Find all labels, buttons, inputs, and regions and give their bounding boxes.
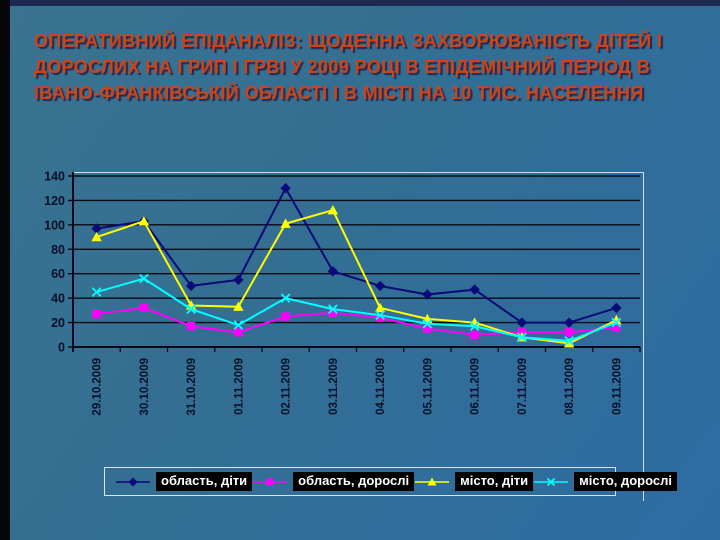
svg-text:80: 80: [51, 243, 65, 257]
slide-title-line-3: ІВАНО-ФРАНКІВСЬКІЙ ОБЛАСТІ І В МІСТІ НА …: [34, 83, 644, 103]
svg-text:60: 60: [51, 267, 65, 281]
legend-item-oblast-dorosli: область, дорослі: [252, 472, 415, 491]
yellow-triangle-line-icon: [415, 477, 450, 485]
svg-text:09.11.2009: 09.11.2009: [611, 358, 623, 415]
svg-text:01.11.2009: 01.11.2009: [233, 358, 245, 415]
slide-top-border: [0, 0, 720, 6]
svg-text:30.10.2009: 30.10.2009: [139, 358, 151, 416]
legend-label: область, діти: [156, 472, 253, 491]
navy-diamond-line-icon: [116, 477, 150, 486]
legend-label: область, дорослі: [293, 472, 415, 491]
cyan-x-line-icon: [534, 477, 569, 486]
svg-text:07.11.2009: 07.11.2009: [517, 358, 529, 415]
svg-text:140: 140: [44, 170, 65, 184]
slide-title: ОПЕРАТИВНИЙ ЕПІДАНАЛІЗ: ЩОДЕННА ЗАХВОРЮВ…: [34, 28, 700, 106]
svg-text:31.10.2009: 31.10.2009: [186, 358, 198, 416]
chart-legend: область, діти область, дорослі місто, ді…: [104, 467, 677, 496]
svg-text:100: 100: [44, 218, 65, 232]
svg-text:02.11.2009: 02.11.2009: [281, 358, 293, 415]
slide-left-border: [0, 0, 10, 540]
chart-object-frame: [72, 172, 644, 501]
epidemic-line-chart: 0 20 40 60 80 100 120 140 29.10.2009 30.10.2009 31…: [44, 170, 641, 416]
svg-text:08.11.2009: 08.11.2009: [564, 358, 576, 415]
svg-text:40: 40: [51, 292, 65, 306]
slide-title-line-2: ДОРОСЛИХ НА ГРИП І ГРВІ У 2009 РОЦІ В ЕП…: [34, 57, 651, 77]
slide-title-line-1: ОПЕРАТИВНИЙ ЕПІДАНАЛІЗ: ЩОДЕННА ЗАХВОРЮВ…: [34, 31, 663, 51]
svg-text:29.10.2009: 29.10.2009: [92, 358, 104, 416]
svg-text:120: 120: [44, 194, 65, 208]
svg-text:20: 20: [51, 316, 65, 330]
legend-label: місто, діти: [455, 472, 534, 491]
svg-text:04.11.2009: 04.11.2009: [375, 358, 387, 415]
svg-text:05.11.2009: 05.11.2009: [422, 358, 434, 415]
legend-item-oblast-dity: область, діти: [115, 472, 253, 491]
svg-text:03.11.2009: 03.11.2009: [328, 358, 340, 415]
legend-item-misto-dorosli: місто, дорослі: [533, 472, 677, 491]
legend-label: місто, дорослі: [574, 472, 677, 491]
svg-text:06.11.2009: 06.11.2009: [470, 358, 482, 415]
magenta-square-line-icon: [253, 478, 288, 485]
legend-item-misto-dity: місто, діти: [414, 472, 534, 491]
svg-text:0: 0: [58, 341, 65, 355]
